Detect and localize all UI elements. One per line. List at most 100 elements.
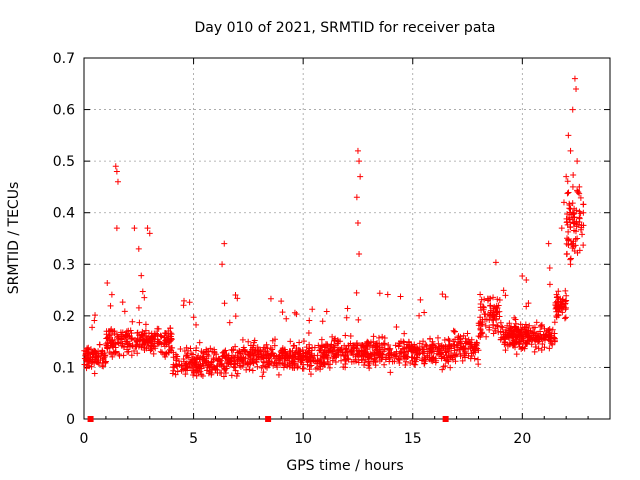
data-point (163, 350, 170, 357)
data-point (157, 339, 164, 346)
data-point (303, 344, 310, 351)
data-point (232, 360, 239, 367)
data-point (92, 312, 99, 319)
data-point (569, 106, 576, 113)
data-point (430, 348, 437, 355)
data-point (197, 365, 204, 372)
data-point (128, 352, 135, 359)
data-point (471, 342, 478, 349)
data-point (146, 230, 153, 237)
chart-title: Day 010 of 2021, SRMTID for receiver pat… (195, 20, 496, 36)
data-point (414, 351, 421, 358)
data-point (266, 360, 273, 367)
data-point (365, 340, 372, 347)
data-point (370, 333, 377, 340)
data-point (290, 342, 297, 349)
data-point (477, 318, 484, 325)
data-point (226, 357, 233, 364)
data-point (341, 356, 348, 363)
data-point (101, 350, 108, 357)
data-point (141, 294, 148, 301)
data-point (490, 321, 497, 328)
data-point (507, 325, 514, 332)
data-point (427, 335, 434, 342)
data-point (377, 348, 384, 355)
data-point (81, 347, 88, 354)
data-point (541, 325, 548, 332)
data-point (537, 332, 544, 339)
data-point (444, 357, 451, 364)
data-point (264, 364, 271, 371)
data-point (293, 311, 300, 318)
data-point (183, 352, 190, 359)
data-point (538, 346, 545, 353)
data-point (439, 291, 446, 298)
data-point (485, 311, 492, 318)
data-point (306, 317, 313, 324)
data-point (275, 371, 282, 378)
data-point (389, 358, 396, 365)
data-point (421, 309, 428, 316)
data-point (140, 336, 147, 343)
data-point (504, 331, 511, 338)
data-point (490, 294, 497, 301)
data-point (253, 355, 260, 362)
data-point (564, 210, 571, 217)
data-point (528, 341, 535, 348)
data-point (181, 347, 188, 354)
data-point (493, 308, 500, 315)
data-point (532, 343, 539, 350)
data-point (290, 358, 297, 365)
data-point (491, 303, 498, 310)
data-point (141, 346, 148, 353)
data-point (574, 158, 581, 165)
data-point (186, 360, 193, 367)
data-point (459, 357, 466, 364)
data-point (147, 342, 154, 349)
data-point (119, 329, 126, 336)
data-point (113, 225, 120, 232)
data-point (531, 324, 538, 331)
data-point (219, 261, 226, 268)
data-point (504, 322, 511, 329)
data-point (422, 341, 429, 348)
data-point (320, 354, 327, 361)
data-point (330, 354, 337, 361)
gap-marker (87, 416, 94, 422)
data-point (565, 132, 572, 139)
data-point (210, 356, 217, 363)
data-point (569, 245, 576, 252)
data-point (329, 333, 336, 340)
data-point (560, 303, 567, 310)
data-point (111, 328, 118, 335)
data-point (301, 355, 308, 362)
data-point (295, 356, 302, 363)
data-point (114, 178, 121, 185)
data-point (113, 168, 120, 175)
data-point (160, 340, 167, 347)
data-point (131, 225, 138, 232)
data-point (464, 339, 471, 346)
data-point (375, 334, 382, 341)
axis-ticks (83, 57, 610, 420)
data-point (328, 345, 335, 352)
data-point (562, 300, 569, 307)
data-point (546, 326, 553, 333)
data-point (267, 295, 274, 302)
data-point (324, 358, 331, 365)
data-point (413, 350, 420, 357)
data-point (250, 339, 257, 346)
data-point (228, 372, 235, 379)
data-point (528, 334, 535, 341)
data-point (222, 369, 229, 376)
data-point (169, 370, 176, 377)
data-point (111, 349, 118, 356)
data-point (108, 350, 115, 357)
data-point (174, 363, 181, 370)
data-point (559, 309, 566, 316)
data-point (144, 225, 151, 232)
data-point (436, 347, 443, 354)
data-point (296, 339, 303, 346)
data-point (219, 349, 226, 356)
data-point (128, 335, 135, 342)
